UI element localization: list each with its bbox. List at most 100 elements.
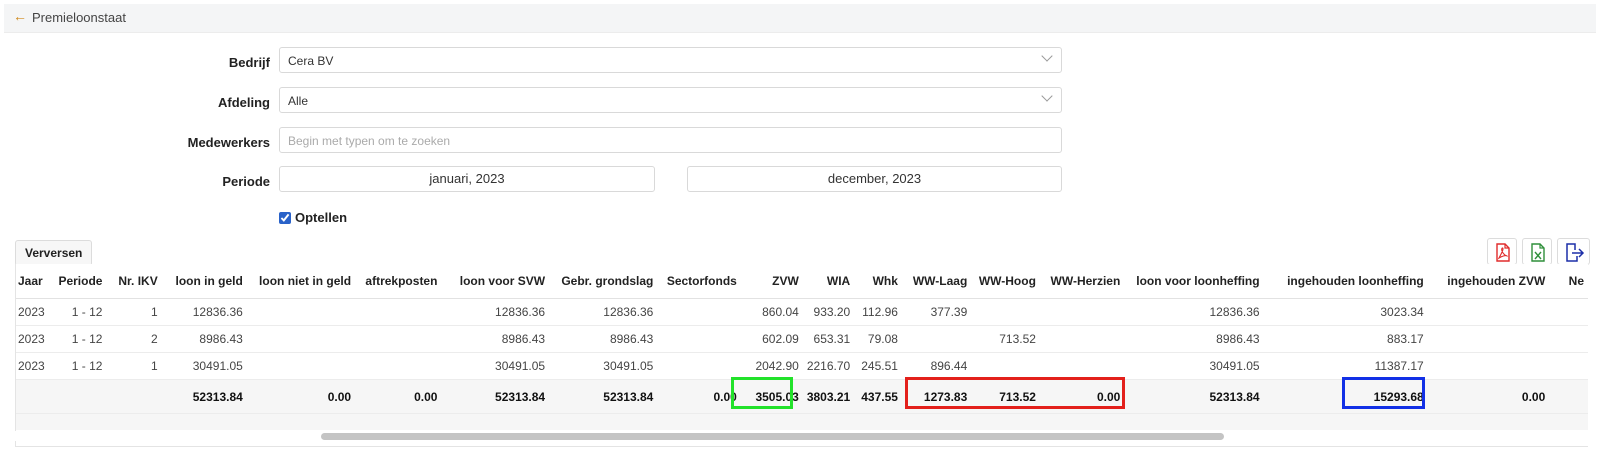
- period-to-field[interactable]: december, 2023: [687, 166, 1062, 192]
- table-cell: 8986.43: [1124, 325, 1264, 353]
- export-pdf-button[interactable]: [1487, 238, 1517, 265]
- column-header[interactable]: Whk: [854, 264, 902, 299]
- table-cell: 8986.43: [549, 325, 658, 353]
- column-header[interactable]: loon in geld: [161, 264, 247, 299]
- table-cell: 245.51: [854, 352, 902, 380]
- period-label: Periode: [222, 174, 270, 189]
- column-header[interactable]: Sectorfonds: [657, 264, 741, 299]
- table-cell: 1 - 12: [50, 325, 107, 353]
- table-cell: [657, 298, 741, 326]
- column-header[interactable]: WIA: [802, 264, 855, 299]
- table-cell: 377.39: [901, 298, 972, 326]
- table-cell: [657, 325, 741, 353]
- company-value: Cera BV: [288, 54, 334, 68]
- sum-label: Optellen: [295, 210, 348, 225]
- table-cell: [1549, 352, 1588, 380]
- table-cell: 30491.05: [161, 352, 247, 380]
- back-arrow-icon[interactable]: ←: [13, 8, 27, 24]
- employees-search-input[interactable]: Begin met typen om te zoeken: [279, 127, 1062, 153]
- column-header[interactable]: WW-Hoog: [971, 264, 1040, 299]
- table-cell: [1039, 352, 1125, 380]
- table-cell: 30491.05: [1124, 352, 1264, 380]
- chevron-down-icon: [1041, 50, 1053, 62]
- table-cell: [355, 352, 442, 380]
- column-header[interactable]: aftrekposten: [355, 264, 442, 299]
- table-cell: [1039, 298, 1125, 326]
- horizontal-scrollbar[interactable]: [15, 431, 1587, 441]
- total-cell: 52313.84: [1124, 379, 1264, 414]
- total-cell: 0.00: [657, 379, 741, 414]
- refresh-button[interactable]: Verversen: [15, 240, 93, 266]
- sum-checkbox[interactable]: [279, 212, 291, 224]
- total-cell: [50, 379, 107, 414]
- scrollbar-thumb[interactable]: [321, 433, 1224, 440]
- table-cell: [1427, 352, 1550, 380]
- column-header[interactable]: Jaar: [16, 264, 51, 299]
- total-cell: 0.00: [246, 379, 356, 414]
- table-cell: 933.20: [802, 298, 855, 326]
- table-cell: 8986.43: [441, 325, 550, 353]
- employees-placeholder: Begin met typen om te zoeken: [288, 134, 451, 148]
- export-icon: [1566, 243, 1585, 262]
- column-header[interactable]: WW-Herzien: [1039, 264, 1125, 299]
- zvw-total-highlight: [731, 377, 793, 409]
- column-header[interactable]: ingehouden loonheffing: [1263, 264, 1428, 299]
- pdf-export-icon: [1496, 243, 1510, 262]
- column-header[interactable]: ingehouden ZVW: [1427, 264, 1550, 299]
- table-row[interactable]: 2023 1 - 12 2 8986.43 8986.43 8986.43 602.09 65…: [16, 325, 1588, 353]
- table-row[interactable]: 2023 1 - 12 1 12836.36 12836.36 12836.36 860.0…: [16, 298, 1588, 326]
- column-header[interactable]: Periode: [50, 264, 107, 299]
- table-cell: [901, 325, 972, 353]
- table-cell: 1: [106, 352, 162, 380]
- payroll-table: Jaar Periode Nr. IKV loon in geld loon niet …: [16, 264, 1588, 414]
- table-cell: [657, 352, 741, 380]
- export-excel-button[interactable]: [1522, 238, 1552, 265]
- table-cell: 2023: [16, 325, 51, 353]
- department-select[interactable]: Alle: [279, 87, 1062, 113]
- column-header[interactable]: Gebr. grondslag: [549, 264, 658, 299]
- table-cell: 2: [106, 325, 162, 353]
- period-from-field[interactable]: januari, 2023: [279, 166, 655, 192]
- column-header[interactable]: WW-Laag: [901, 264, 972, 299]
- column-header[interactable]: Nr. IKV: [106, 264, 162, 299]
- chevron-down-icon: [1041, 90, 1053, 102]
- department-label: Afdeling: [218, 95, 270, 110]
- total-cell: 52313.84: [549, 379, 658, 414]
- totals-row: 52313.84 0.00 0.00 52313.84 52313.84 0.00 3505…: [16, 379, 1588, 414]
- total-cell: [106, 379, 162, 414]
- table-cell: 12836.36: [441, 298, 550, 326]
- sum-option: Optellen: [279, 210, 347, 225]
- table-row[interactable]: 2023 1 - 12 1 30491.05 30491.05 30491.05 2042.…: [16, 352, 1588, 380]
- table-cell: 896.44: [901, 352, 972, 380]
- employees-label: Medewerkers: [187, 135, 270, 150]
- excel-export-icon: [1531, 243, 1545, 262]
- table-cell: [1549, 298, 1588, 326]
- table-cell: 1: [106, 298, 162, 326]
- ww-totals-highlight: [905, 377, 1125, 409]
- column-header[interactable]: loon voor loonheffing: [1124, 264, 1264, 299]
- total-cell: 3803.21: [802, 379, 855, 414]
- table-cell: 8986.43: [161, 325, 247, 353]
- table-cell: [1039, 325, 1125, 353]
- table-cell: 1 - 12: [50, 352, 107, 380]
- export-file-button[interactable]: [1557, 238, 1590, 265]
- table-cell: 883.17: [1263, 325, 1428, 353]
- table-cell: 79.08: [854, 325, 902, 353]
- column-header[interactable]: loon voor SVW: [441, 264, 550, 299]
- table-cell: 860.04: [740, 298, 803, 326]
- table-cell: 2216.70: [802, 352, 855, 380]
- table-header-row: Jaar Periode Nr. IKV loon in geld loon niet …: [16, 264, 1588, 299]
- table-cell: 653.31: [802, 325, 855, 353]
- table-cell: [355, 325, 442, 353]
- total-cell: 52313.84: [161, 379, 247, 414]
- table-cell: 3023.34: [1263, 298, 1428, 326]
- department-value: Alle: [288, 94, 309, 108]
- table-cell: 2023: [16, 352, 51, 380]
- page-title: Premieloonstaat: [32, 10, 126, 25]
- total-cell: 437.55: [854, 379, 902, 414]
- table-cell: 602.09: [740, 325, 803, 353]
- column-header[interactable]: loon niet in geld: [246, 264, 356, 299]
- column-header[interactable]: Ne: [1549, 264, 1588, 299]
- column-header[interactable]: ZVW: [740, 264, 803, 299]
- company-select[interactable]: Cera BV: [279, 47, 1062, 73]
